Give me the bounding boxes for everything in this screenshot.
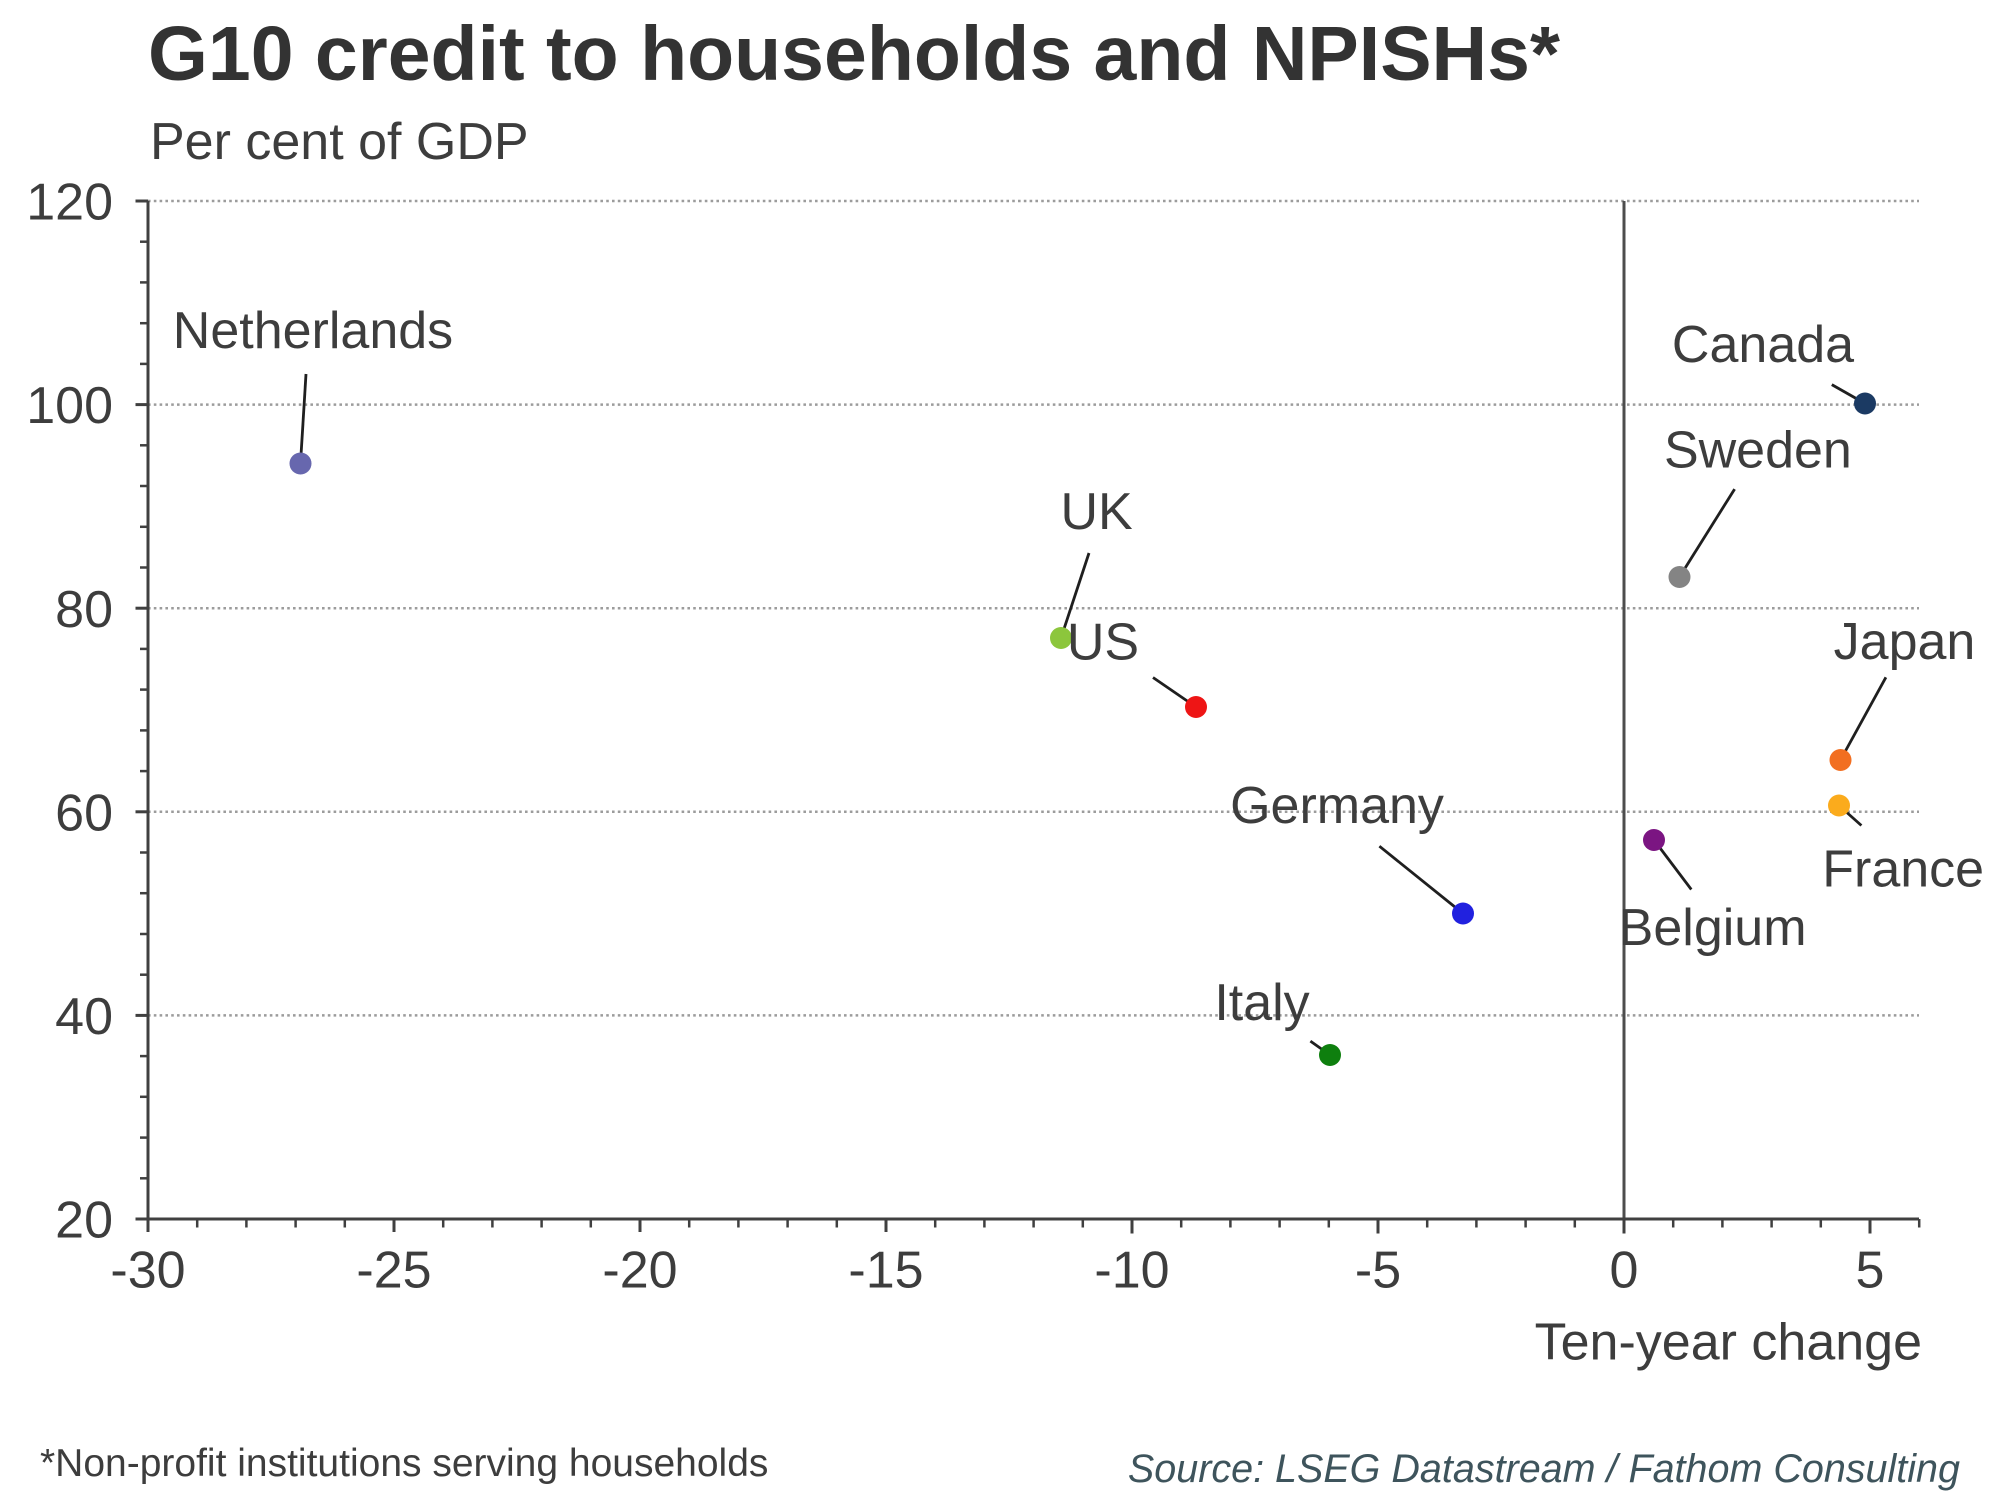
svg-text:Italy: Italy [1214,974,1309,1032]
svg-text:Ten-year change: Ten-year change [1535,1314,1922,1372]
svg-text:20: 20 [55,1192,113,1250]
svg-text:Netherlands: Netherlands [173,302,453,360]
svg-text:100: 100 [26,377,113,435]
svg-text:Canada: Canada [1672,316,1854,374]
svg-text:-20: -20 [602,1242,677,1300]
svg-text:US: US [1067,614,1139,672]
svg-text:-25: -25 [356,1242,431,1300]
svg-text:0: 0 [1610,1242,1639,1300]
svg-text:-10: -10 [1094,1242,1169,1300]
svg-text:-30: -30 [110,1242,185,1300]
svg-text:France: France [1822,841,1984,899]
svg-text:UK: UK [1060,483,1133,541]
svg-text:5: 5 [1856,1242,1885,1300]
svg-text:40: 40 [55,988,113,1046]
svg-text:-5: -5 [1355,1242,1401,1300]
svg-text:60: 60 [55,784,113,842]
svg-text:Germany: Germany [1230,777,1444,835]
svg-text:Japan: Japan [1834,613,1976,671]
svg-text:Sweden: Sweden [1664,422,1852,480]
svg-text:Source: LSEG Datastream / Fath: Source: LSEG Datastream / Fathom Consult… [1128,1447,1960,1491]
svg-text:G10 credit to households and N: G10 credit to households and NPISHs* [148,11,1560,97]
svg-text:Belgium: Belgium [1619,899,1807,957]
svg-text:Per cent of GDP: Per cent of GDP [150,113,529,171]
svg-text:80: 80 [55,581,113,639]
svg-text:-15: -15 [848,1242,923,1300]
svg-text:*Non-profit institutions servi: *Non-profit institutions serving househo… [40,1442,768,1485]
svg-text:120: 120 [26,174,113,232]
